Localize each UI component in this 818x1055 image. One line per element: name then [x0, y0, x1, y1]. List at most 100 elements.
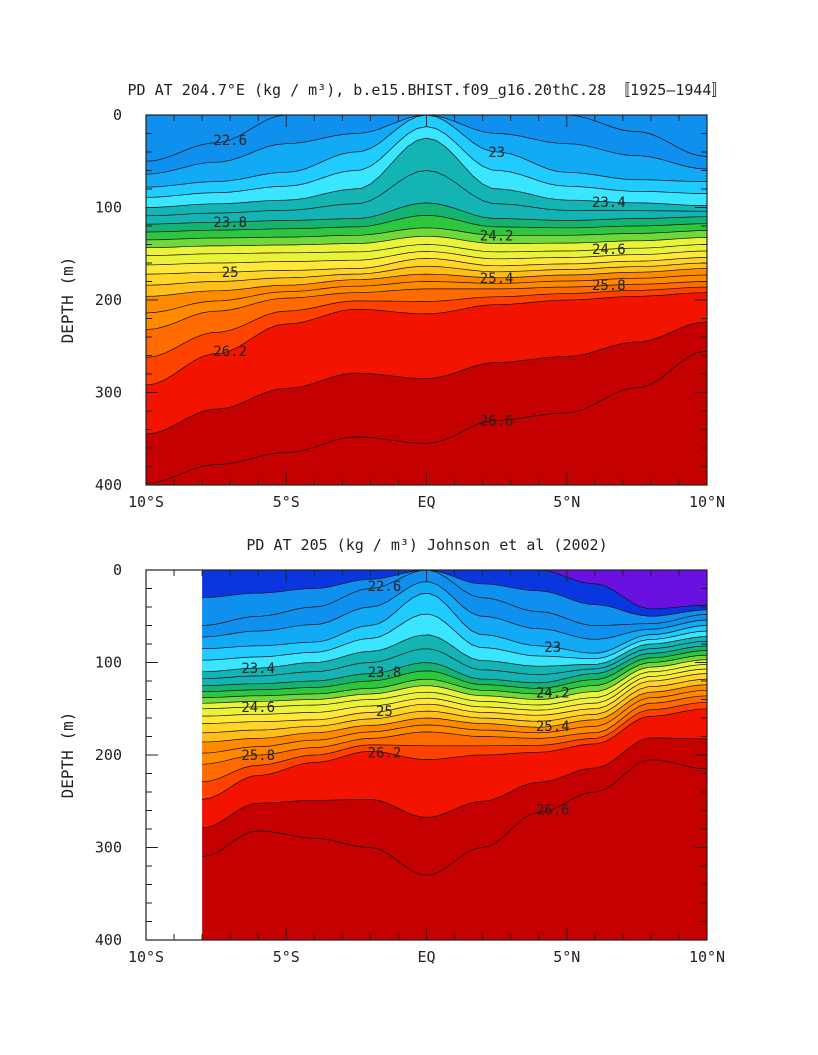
y-tick-label: 0 [113, 561, 122, 579]
contour-line [202, 570, 707, 610]
x-tick-label: 5°S [273, 493, 300, 511]
contour-line [146, 292, 707, 386]
contour-label: 23.8 [368, 665, 402, 681]
y-tick-label: 400 [95, 931, 122, 949]
axis-ticks: 10°S 5°S EQ 5°N 10°N 0 100 200 300 400 [95, 106, 725, 511]
x-tick-label: EQ [417, 493, 435, 511]
contour-line [146, 321, 707, 435]
y-tick-label: 0 [113, 106, 122, 124]
contour-line [146, 286, 707, 358]
contour-line [146, 137, 707, 208]
x-tick-label: EQ [417, 948, 435, 966]
contour-label: 24.2 [480, 228, 514, 244]
contour-line [202, 695, 707, 765]
contour-label: 26.6 [480, 413, 514, 429]
contour-line [202, 650, 707, 692]
contour-line [146, 250, 707, 266]
chart-panel-model: PD AT 204.7°E (kg / m³), b.e15.BHIST.f09… [58, 81, 726, 511]
contour-labels: 22.6 23 23.4 23.8 24.2 24.6 25 25.4 25.8 26.2 26.6 [213, 133, 625, 429]
contour-line [202, 668, 707, 717]
chart-panel-observed: PD AT 205 (kg / m³) Johnson et al (2002)… [58, 536, 725, 966]
contour-line [202, 634, 707, 673]
contour-label: 23 [544, 640, 561, 656]
contour-line [202, 737, 707, 829]
contour-label: 24.6 [241, 700, 275, 716]
contour-label: 26.6 [536, 802, 570, 818]
contour-line [146, 268, 707, 297]
contour-line [146, 274, 707, 314]
contour-label: 25 [376, 704, 393, 720]
x-tick-label: 5°S [273, 948, 300, 966]
contour-label: 24.2 [536, 686, 570, 702]
y-tick-label: 400 [95, 476, 122, 494]
contour-line [146, 257, 707, 275]
contour-line [146, 262, 707, 286]
contour-line [202, 673, 707, 724]
contour-line [202, 678, 707, 734]
contour-label: 25 [222, 265, 239, 281]
contour-label: 25.4 [536, 719, 570, 735]
contour-label: 23.4 [592, 195, 626, 211]
contour-lines [202, 570, 707, 876]
contour-line [146, 215, 707, 233]
contour-line [146, 350, 707, 484]
contour-line [146, 170, 707, 217]
contour-line [146, 202, 707, 225]
contour-line [202, 664, 707, 710]
contour-line [146, 115, 707, 162]
x-tick-label: 10°N [689, 493, 725, 511]
x-tick-label: 5°N [553, 948, 580, 966]
contour-label: 25.8 [592, 278, 626, 294]
x-tick-label: 10°S [128, 493, 164, 511]
contour-line [202, 645, 707, 686]
contour-line [146, 281, 707, 330]
contour-line [146, 227, 707, 241]
contour-line [202, 684, 707, 743]
contour-lines [146, 115, 707, 484]
contour-labels: 22.6 23 23.4 23.8 24.2 24.6 25 25.4 25.8 26.2 26.6 [241, 579, 569, 819]
chart-title: PD AT 205 (kg / m³) Johnson et al (2002) [246, 536, 607, 554]
contour-line [202, 570, 707, 626]
contour-line [146, 244, 707, 256]
contour-line [202, 689, 707, 754]
x-tick-label: 10°N [689, 948, 725, 966]
contour-line [202, 708, 707, 800]
contour-label: 25.4 [480, 271, 514, 287]
x-tick-label: 10°S [128, 948, 164, 966]
y-tick-label: 200 [95, 746, 122, 764]
contour-band [202, 570, 707, 609]
contour-line [146, 115, 707, 175]
contour-line [202, 654, 707, 698]
y-tick-label: 100 [95, 199, 122, 217]
y-axis-label: DEPTH (m) [58, 712, 77, 799]
contour-fill [146, 570, 707, 940]
contour-label: 25.8 [241, 748, 275, 764]
contour-label: 26.2 [213, 344, 247, 360]
contour-line [146, 235, 707, 249]
contour-label: 23.4 [241, 661, 275, 677]
contour-label: 23.8 [213, 215, 247, 231]
y-tick-label: 300 [95, 384, 122, 402]
contour-line [202, 613, 707, 661]
contour-label: 22.6 [368, 579, 402, 595]
contour-label: 26.2 [368, 746, 402, 762]
y-tick-label: 300 [95, 839, 122, 857]
contour-line [146, 115, 707, 188]
contour-line [202, 570, 707, 617]
contour-band [146, 115, 707, 175]
contour-label: 22.6 [213, 133, 247, 149]
contour-label: 24.6 [592, 242, 626, 258]
contour-line [202, 593, 707, 654]
y-axis-label: DEPTH (m) [58, 257, 77, 344]
contour-line [202, 659, 707, 704]
chart-title: PD AT 204.7°E (kg / m³), b.e15.BHIST.f09… [128, 81, 727, 99]
contour-line [202, 640, 707, 680]
y-tick-label: 200 [95, 291, 122, 309]
contour-line [202, 581, 707, 640]
contour-label: 23 [488, 145, 505, 161]
axis-ticks: 10°S 5°S EQ 5°N 10°N 0 100 200 300 400 [95, 561, 725, 966]
contour-line [202, 701, 707, 783]
contour-line [202, 759, 707, 876]
x-tick-label: 5°N [553, 493, 580, 511]
